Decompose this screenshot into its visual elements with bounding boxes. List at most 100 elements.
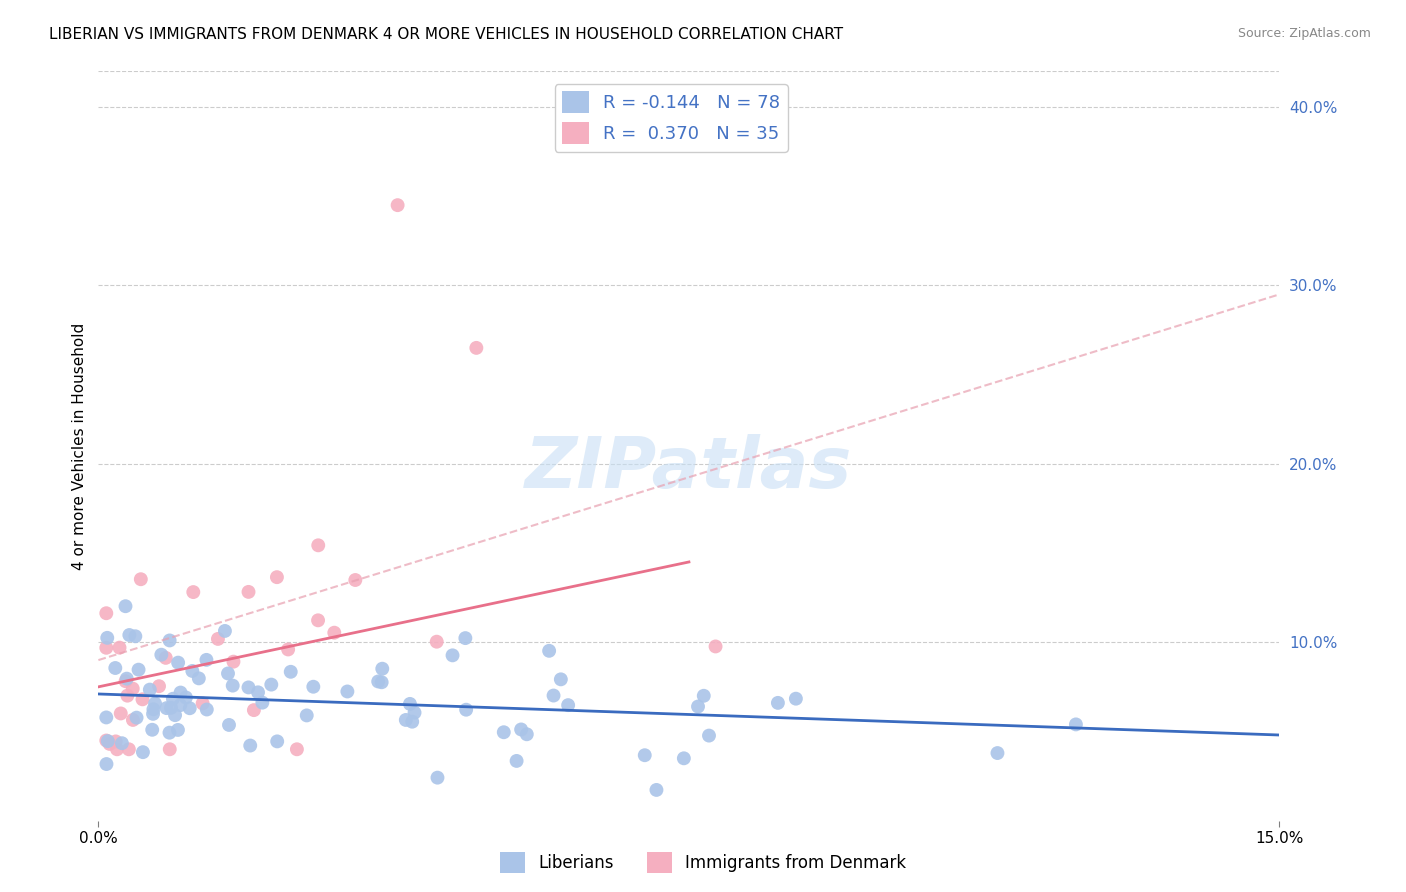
Point (187, 672, 209, 686)
Point (96, 710, 118, 724)
Point (121, 681, 143, 696)
Text: Source: ZipAtlas.com: Source: ZipAtlas.com (1237, 27, 1371, 40)
Point (129, 572, 152, 586)
Text: LIBERIAN VS IMMIGRANTS FROM DENMARK 4 OR MORE VEHICLES IN HOUSEHOLD CORRELATION : LIBERIAN VS IMMIGRANTS FROM DENMARK 4 OR… (49, 27, 844, 42)
Point (160, 700, 183, 714)
Point (195, 653, 218, 667)
Point (169, 685, 191, 699)
Point (118, 742, 141, 756)
Point (238, 681, 260, 695)
Point (181, 664, 204, 678)
Point (672, 751, 695, 765)
Point (108, 640, 131, 655)
Point (128, 663, 150, 677)
Point (295, 708, 318, 723)
Point (142, 706, 165, 721)
Point (96, 757, 118, 772)
Point (426, 634, 449, 648)
Point (114, 674, 136, 689)
Point (214, 624, 236, 638)
Point (307, 613, 329, 627)
Point (148, 679, 170, 693)
Point (510, 723, 533, 737)
Point (191, 697, 214, 711)
Point (557, 698, 579, 713)
Point (217, 666, 239, 681)
Point (222, 679, 245, 693)
Point (280, 665, 302, 679)
Point (367, 674, 389, 689)
Point (218, 718, 240, 732)
Point (179, 701, 201, 715)
Point (252, 696, 274, 710)
Point (456, 703, 478, 717)
Point (155, 701, 177, 715)
Point (159, 742, 181, 756)
Point (538, 644, 561, 658)
Point (98, 737, 121, 751)
Legend: R = -0.144   N = 78, R =  0.370   N = 35: R = -0.144 N = 78, R = 0.370 N = 35 (555, 84, 787, 152)
Point (404, 706, 426, 720)
Point (336, 684, 359, 698)
Point (169, 698, 191, 713)
Point (118, 628, 141, 642)
Point (645, 783, 668, 797)
Point (1064, 717, 1087, 731)
Point (143, 697, 166, 711)
Point (785, 691, 807, 706)
Point (686, 699, 709, 714)
Point (441, 648, 464, 663)
Point (260, 677, 283, 691)
Legend: Liberians, Immigrants from Denmark: Liberians, Immigrants from Denmark (494, 846, 912, 880)
Point (697, 729, 720, 743)
Point (370, 675, 392, 690)
Point (124, 629, 146, 643)
Point (693, 689, 716, 703)
Point (766, 696, 789, 710)
Point (115, 672, 138, 686)
Point (117, 689, 139, 703)
Point (132, 745, 155, 759)
Point (105, 742, 128, 756)
Point (277, 642, 299, 657)
Point (159, 725, 181, 739)
Text: ZIPatlas: ZIPatlas (526, 434, 852, 503)
Point (96, 631, 118, 645)
Point (114, 599, 136, 614)
Point (238, 585, 260, 599)
Point (96, 733, 118, 747)
Point (141, 723, 163, 737)
Point (97, 734, 120, 748)
Point (634, 748, 657, 763)
Point (110, 706, 132, 721)
Point (285, 742, 308, 756)
Point (222, 655, 245, 669)
Point (165, 708, 187, 723)
Point (96, 606, 118, 620)
Point (207, 632, 229, 646)
Point (550, 673, 572, 687)
Point (150, 648, 173, 662)
Point (266, 570, 288, 584)
Point (266, 734, 288, 748)
Point (344, 573, 367, 587)
Point (401, 714, 423, 729)
Point (139, 682, 162, 697)
Point (454, 631, 477, 645)
Point (174, 690, 197, 705)
Point (155, 651, 177, 665)
Point (181, 585, 204, 599)
Point (505, 754, 527, 768)
Point (243, 703, 266, 717)
Point (104, 734, 127, 748)
Point (395, 713, 418, 727)
Point (399, 697, 422, 711)
Point (167, 723, 190, 737)
Point (426, 771, 449, 785)
Point (125, 711, 148, 725)
Point (543, 689, 565, 703)
Point (142, 702, 165, 716)
Y-axis label: 4 or more Vehicles in Household: 4 or more Vehicles in Household (72, 322, 87, 570)
Point (247, 685, 270, 699)
Point (131, 692, 153, 706)
